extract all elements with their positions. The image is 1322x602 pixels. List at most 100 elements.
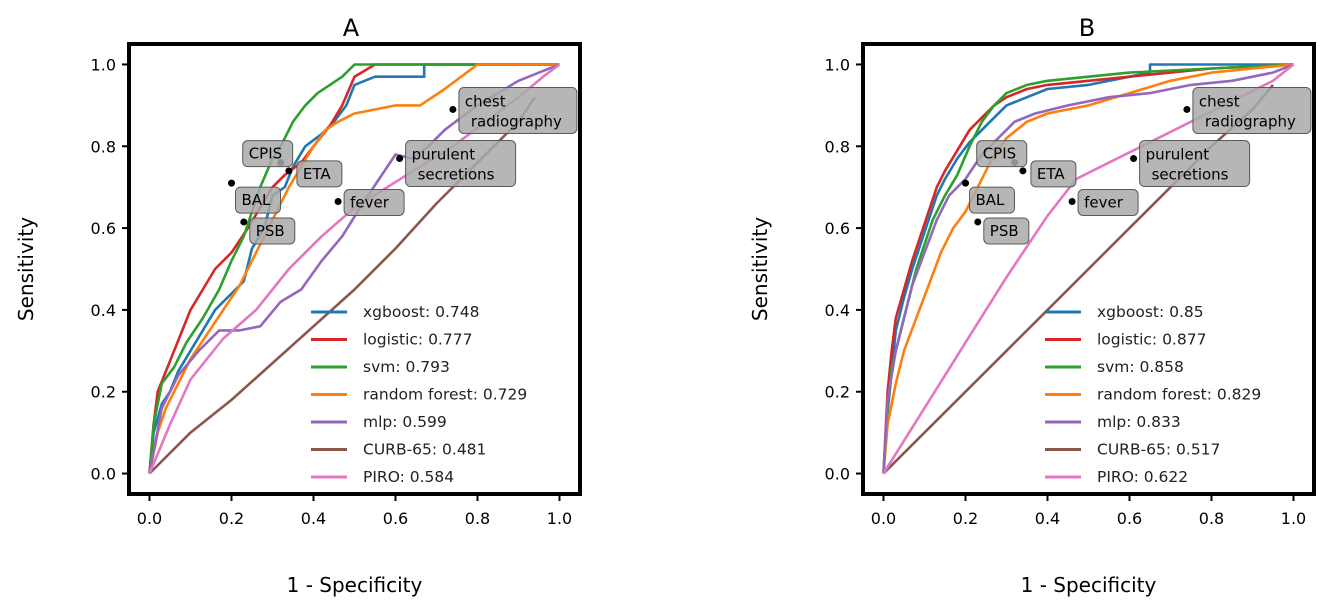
x-tick-label: 0.8 bbox=[465, 509, 490, 528]
annotation-point bbox=[1068, 198, 1076, 205]
annotation-point bbox=[285, 167, 293, 175]
x-tick-label: 0.4 bbox=[1035, 509, 1060, 528]
annotation-label: fever bbox=[1084, 194, 1124, 212]
annotation-point bbox=[228, 179, 235, 187]
x-tick-label: 0.0 bbox=[871, 509, 896, 528]
legend-entry: xgboost: 0.85 bbox=[1097, 303, 1204, 321]
y-tick-label: 1.0 bbox=[91, 55, 116, 74]
annotation-chest-radiography: chest radiography bbox=[1183, 86, 1312, 134]
y-tick-label: 0.6 bbox=[91, 219, 116, 238]
y-tick-label: 0.4 bbox=[91, 301, 116, 320]
annotation-fever: fever bbox=[1068, 189, 1139, 216]
chart-panel-a: A CPIS ETA BAL PSB fever purulent secretions che… bbox=[14, 14, 582, 597]
x-tick-label: 1.0 bbox=[547, 509, 572, 528]
annotation-bal: BAL bbox=[228, 179, 281, 214]
annotation-box bbox=[1030, 160, 1077, 188]
chart-panel-b: B CPIS ETA BAL PSB fever purulent secretions che… bbox=[748, 14, 1316, 597]
annotation-label: radiography bbox=[1205, 112, 1296, 130]
annotation-box bbox=[235, 186, 281, 214]
legend-entry: CURB-65: 0.481 bbox=[363, 441, 486, 459]
annotation-label: BAL bbox=[976, 191, 1006, 209]
annotation-label: secretions bbox=[1152, 166, 1229, 184]
series-line-logistic bbox=[882, 63, 1294, 474]
annotation-box bbox=[1192, 86, 1312, 134]
annotation-point bbox=[1130, 155, 1138, 163]
annotation-box bbox=[983, 217, 1030, 245]
x-tick-label: 0.4 bbox=[301, 509, 326, 528]
x-tick-label: 0.6 bbox=[383, 509, 408, 528]
legend-entry: CURB-65: 0.517 bbox=[1097, 441, 1220, 459]
x-tick-label: 0.6 bbox=[1117, 509, 1142, 528]
legend-entry: mlp: 0.599 bbox=[363, 413, 447, 431]
legend-entry: xgboost: 0.748 bbox=[363, 303, 480, 321]
annotation-label: PSB bbox=[990, 222, 1019, 240]
annotation-fever: fever bbox=[334, 189, 405, 216]
annotation-label: purulent bbox=[1146, 146, 1210, 164]
y-tick-label: 0.2 bbox=[91, 383, 116, 402]
series-line-curb-65 bbox=[882, 84, 1274, 475]
y-tick-label: 0.8 bbox=[91, 137, 116, 156]
annotation-point bbox=[449, 105, 457, 113]
plot-frame bbox=[127, 42, 582, 496]
annotation-eta: ETA bbox=[1019, 160, 1077, 188]
annotation-point bbox=[974, 218, 982, 226]
annotation-label: ETA bbox=[1037, 165, 1065, 183]
annotation-label: chest bbox=[465, 92, 506, 110]
annotation-box bbox=[969, 186, 1015, 214]
x-axis-label: 1 - Specificity bbox=[1021, 573, 1157, 597]
chart-title: A bbox=[343, 14, 360, 42]
annotation-psb: PSB bbox=[240, 217, 296, 245]
legend-entry: mlp: 0.833 bbox=[1097, 413, 1181, 431]
annotation-cpis: CPIS bbox=[242, 140, 294, 168]
annotation-box bbox=[249, 217, 296, 245]
annotation-label: radiography bbox=[471, 112, 562, 130]
annotation-box bbox=[242, 140, 294, 168]
annotation-label: CPIS bbox=[249, 145, 282, 163]
legend-entry: random forest: 0.729 bbox=[363, 386, 527, 404]
y-tick-label: 0.0 bbox=[825, 465, 850, 484]
annotation-label: fever bbox=[350, 194, 390, 212]
legend-entry: svm: 0.793 bbox=[363, 358, 450, 376]
annotation-box bbox=[1139, 140, 1251, 188]
annotation-point bbox=[396, 155, 404, 163]
annotation-box bbox=[1077, 189, 1139, 216]
legend-entry: svm: 0.858 bbox=[1097, 358, 1184, 376]
x-tick-label: 1.0 bbox=[1281, 509, 1306, 528]
x-tick-label: 0.2 bbox=[953, 509, 978, 528]
annotation-label: secretions bbox=[418, 166, 495, 184]
annotation-box bbox=[458, 86, 578, 134]
legend: xgboost: 0.748 logistic: 0.777 svm: 0.793 r… bbox=[311, 303, 527, 486]
legend-entry: PIRO: 0.622 bbox=[1097, 468, 1188, 486]
annotation-point bbox=[240, 218, 248, 226]
annotation-point bbox=[334, 198, 342, 205]
annotation-eta: ETA bbox=[285, 160, 343, 188]
annotation-psb: PSB bbox=[974, 217, 1030, 245]
y-axis-label: Sensitivity bbox=[14, 217, 38, 321]
annotation-purulent-secretions: purulent secretions bbox=[396, 140, 517, 188]
x-tick-label: 0.8 bbox=[1199, 509, 1224, 528]
annotation-cpis: CPIS bbox=[976, 140, 1028, 168]
annotation-label: ETA bbox=[303, 165, 331, 183]
annotation-point bbox=[1019, 167, 1027, 175]
legend-entry: logistic: 0.777 bbox=[363, 331, 472, 349]
legend-entry: logistic: 0.877 bbox=[1097, 331, 1206, 349]
annotation-label: PSB bbox=[256, 222, 285, 240]
y-tick-label: 0.6 bbox=[825, 219, 850, 238]
annotation-label: chest bbox=[1199, 92, 1240, 110]
annotation-box bbox=[976, 140, 1028, 168]
annotation-point bbox=[962, 179, 969, 187]
y-tick-label: 0.4 bbox=[825, 301, 850, 320]
legend-entry: PIRO: 0.584 bbox=[363, 468, 454, 486]
x-tick-label: 0.0 bbox=[137, 509, 162, 528]
legend: xgboost: 0.85 logistic: 0.877 svm: 0.858 ra… bbox=[1045, 303, 1261, 486]
annotation-box bbox=[296, 160, 343, 188]
annotation-box bbox=[343, 189, 405, 216]
legend-entry: random forest: 0.829 bbox=[1097, 386, 1261, 404]
plot-frame bbox=[861, 42, 1316, 496]
y-tick-label: 1.0 bbox=[825, 55, 850, 74]
annotation-purulent-secretions: purulent secretions bbox=[1130, 140, 1251, 188]
x-axis-label: 1 - Specificity bbox=[287, 573, 423, 597]
annotation-label: purulent bbox=[412, 146, 476, 164]
annotation-box bbox=[405, 140, 517, 188]
